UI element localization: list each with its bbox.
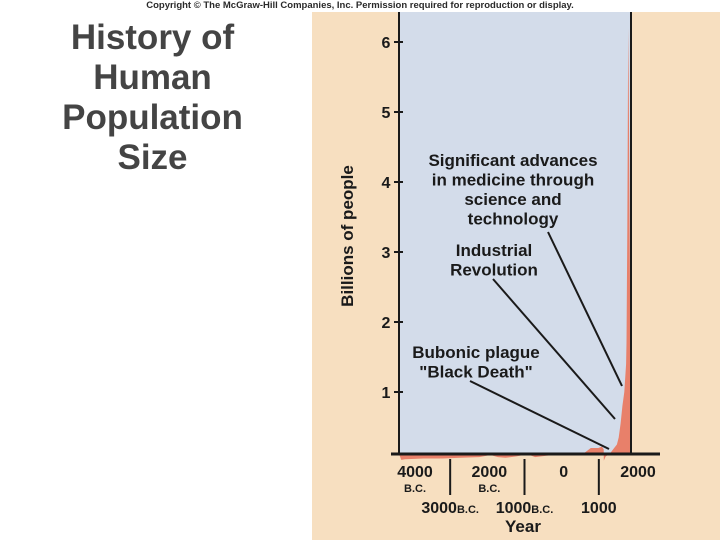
title-line-3: Population <box>62 98 243 137</box>
x-tick-era-label: B.C. <box>478 483 500 495</box>
annotation-text: Revolution <box>450 261 538 280</box>
x-tick-era-label: B.C. <box>404 483 426 495</box>
x-tick-label: 0 <box>559 464 568 481</box>
x-tick-label-minor: 1000B.C. <box>496 500 554 517</box>
y-axis-title: Billions of people <box>338 165 357 307</box>
copyright-notice: Copyright © The McGraw-Hill Companies, I… <box>146 0 574 11</box>
annotation-text: technology <box>468 210 559 229</box>
x-axis-title: Year <box>505 517 541 536</box>
y-tick-label: 4 <box>382 175 391 192</box>
y-axis-ticks: 1 2 3 4 5 6 <box>382 35 403 402</box>
x-tick-label-minor: 3000B.C. <box>421 500 479 517</box>
x-tick-label-minor: 1000 <box>581 500 617 517</box>
annotation-text: Significant advances <box>428 151 597 170</box>
x-tick-label: 2000 <box>472 464 508 481</box>
annotation-pointer <box>547 231 623 387</box>
y-tick-label: 5 <box>382 105 391 122</box>
plot-area <box>399 12 631 454</box>
annotation-text: "Black Death" <box>419 363 532 382</box>
annotation-pointer <box>469 380 610 450</box>
annotation-pointer <box>492 278 616 420</box>
title-line-2: Human <box>93 58 212 97</box>
annotation-text: in medicine through <box>432 171 594 190</box>
y-tick-label: 2 <box>382 315 391 332</box>
y-tick-label: 3 <box>382 245 391 262</box>
x-axis-ticks: 4000 B.C. 2000 B.C. 0 2000 3000B.C. 1000B.C. 100… <box>397 459 656 517</box>
y-tick-label: 6 <box>382 35 391 52</box>
annotation-text: Industrial <box>456 241 533 260</box>
annotation-text: Bubonic plague <box>412 343 540 362</box>
title-line-1: History of <box>70 18 235 57</box>
x-tick-label: 4000 <box>397 464 433 481</box>
annotation-text: science and <box>464 190 561 209</box>
x-tick-label: 2000 <box>620 464 656 481</box>
y-tick-label: 1 <box>382 385 391 402</box>
title-line-4: Size <box>117 138 188 177</box>
